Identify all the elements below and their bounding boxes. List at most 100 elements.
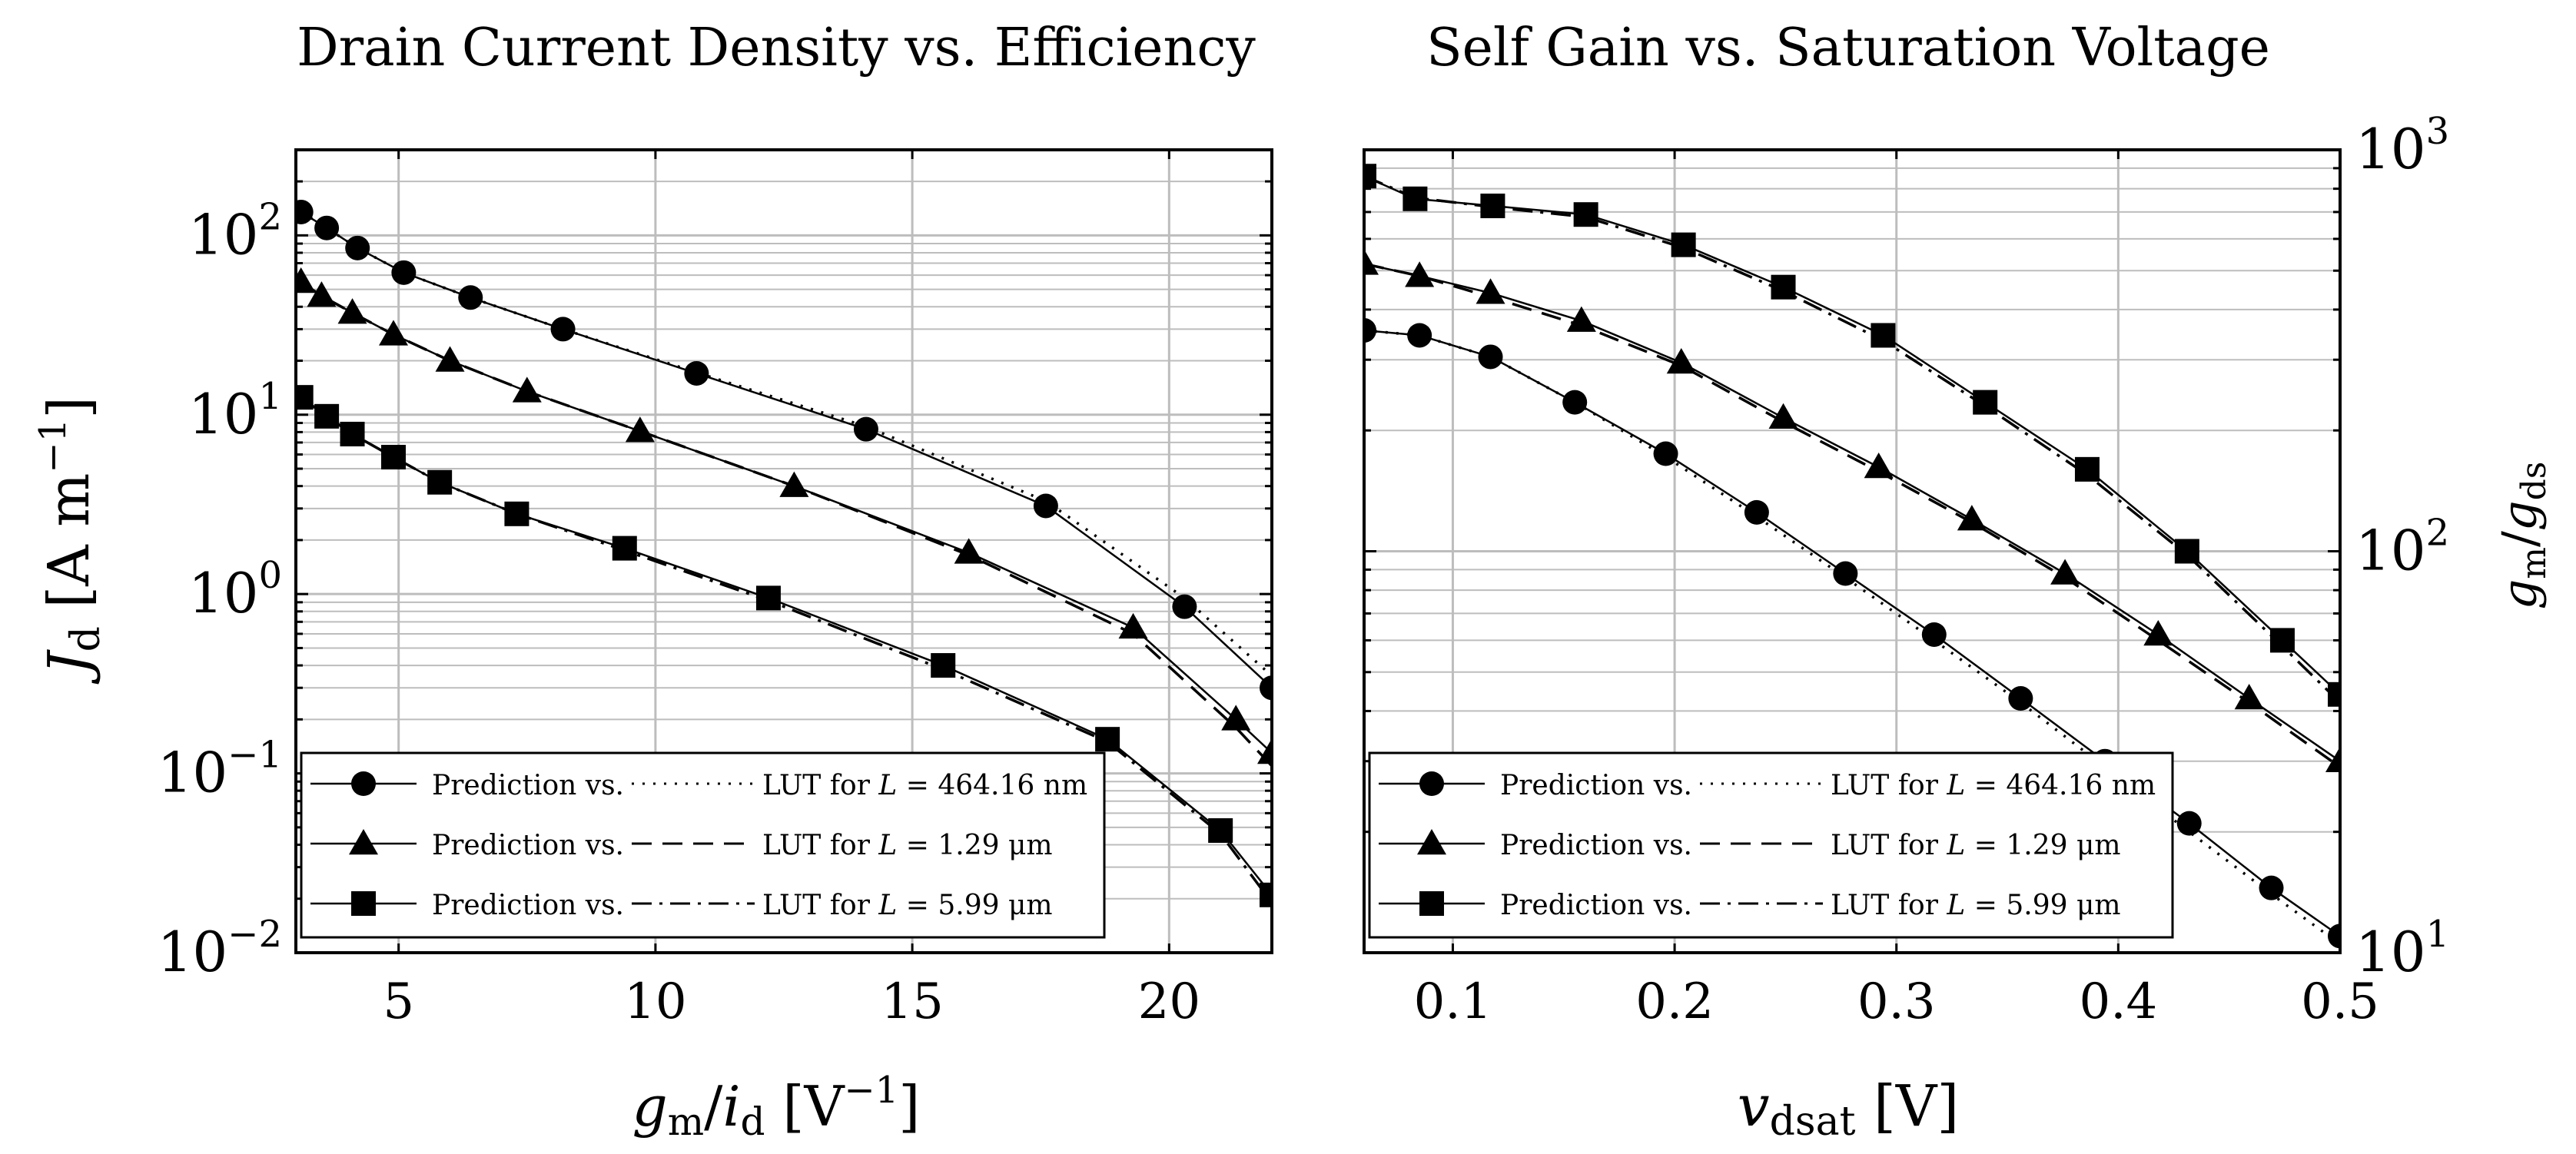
- left-y-axis-label: Jd [A m−1]: [32, 396, 109, 685]
- legend-row: Prediction vs. LUT for L = 5.99 μm: [310, 890, 1052, 921]
- legend-box: [1368, 751, 2174, 939]
- data-point-circle: [2259, 875, 2284, 900]
- legend-row: Prediction vs. LUT for L = 1.29 μm: [1379, 829, 2120, 861]
- data-point-triangle: [1566, 306, 1596, 332]
- data-point-circle: [550, 317, 576, 342]
- legend-row: Prediction vs. LUT for L = 464.16 nm: [310, 770, 1087, 801]
- legend-row: Prediction vs. LUT for L = 5.99 μm: [1379, 890, 2120, 921]
- data-point-square: [2269, 628, 2295, 653]
- data-point-circle: [391, 260, 417, 285]
- x-tick-label: 0.5: [2301, 973, 2379, 1030]
- data-point-triangle: [1768, 403, 1798, 429]
- data-point-square: [381, 444, 406, 469]
- x-tick-label: 20: [1138, 973, 1200, 1030]
- y-tick-label: 102: [188, 195, 282, 267]
- legend-row: Prediction vs. LUT for L = 464.16 nm: [1379, 770, 2156, 801]
- legend-lut-label: LUT for L = 464.16 nm: [762, 770, 1087, 801]
- legend-prediction-label: Prediction vs.: [1500, 890, 1692, 921]
- triangle-icon: [1417, 829, 1446, 855]
- data-point-circle: [1478, 344, 1503, 370]
- legend: Prediction vs. LUT for L = 464.16 nmPredi…: [300, 751, 1106, 939]
- legend-lut-label: LUT for L = 1.29 μm: [762, 830, 1052, 861]
- y-tick-label: 101: [2355, 913, 2449, 984]
- legend-lut-label: LUT for L = 5.99 μm: [1831, 890, 2120, 921]
- left-x-axis-label: gm/id [V−1]: [632, 1069, 921, 1144]
- data-point-triangle: [435, 346, 465, 372]
- legend: Prediction vs. LUT for L = 464.16 nmPredi…: [1368, 751, 2174, 939]
- data-point-square: [1573, 202, 1598, 227]
- data-point-circle: [1921, 622, 1947, 647]
- x-tick-label: 0.2: [1635, 973, 1714, 1030]
- data-point-square: [1095, 727, 1120, 752]
- data-point-square: [1208, 817, 1233, 843]
- x-tick-label: 15: [881, 973, 943, 1030]
- data-point-square: [504, 501, 529, 526]
- data-point-square: [2328, 681, 2340, 707]
- legend-prediction-label: Prediction vs.: [432, 890, 624, 921]
- legend-prediction-label: Prediction vs.: [432, 770, 624, 801]
- plot-frame: [294, 148, 1273, 954]
- data-point-triangle: [779, 471, 809, 497]
- series-group: [296, 199, 1272, 907]
- data-point-square: [1480, 193, 1505, 218]
- right-x-axis-label: vdsat [V]: [1738, 1073, 1959, 1145]
- data-point-square: [2174, 539, 2199, 564]
- data-point-triangle: [2143, 619, 2173, 646]
- data-point-square: [2074, 456, 2100, 482]
- data-point-circle: [345, 235, 370, 260]
- triangle-icon: [349, 829, 378, 855]
- data-point-square: [931, 653, 956, 678]
- left-plot-area: 5 10 15 20 10−2 10−1 100 101 102 Prediction vs. LU…: [158, 148, 1273, 1030]
- data-point-triangle: [954, 538, 984, 564]
- data-point-triangle: [379, 320, 408, 346]
- data-point-square: [612, 536, 637, 561]
- data-point-circle: [1833, 561, 1858, 586]
- data-point-triangle: [1405, 261, 1435, 287]
- x-tick-label: 0.3: [1857, 973, 1936, 1030]
- legend-prediction-label: Prediction vs.: [1500, 770, 1692, 801]
- legend-prediction-label: Prediction vs.: [432, 830, 624, 861]
- square-icon: [351, 891, 376, 916]
- svg-text:Jd [A m−1]: Jd [A m−1]: [32, 396, 109, 685]
- data-point-triangle: [2050, 559, 2080, 585]
- data-point-triangle: [512, 376, 542, 403]
- square-icon: [1419, 891, 1444, 916]
- y-tick-label: 101: [188, 375, 282, 446]
- data-point-circle: [1653, 441, 1678, 466]
- circle-icon: [351, 771, 376, 796]
- data-point-circle: [1407, 323, 1432, 348]
- data-point-triangle: [1666, 348, 1696, 374]
- x-tick-label: 5: [383, 973, 414, 1030]
- data-point-square: [1871, 323, 1896, 348]
- data-point-circle: [2176, 811, 2202, 836]
- data-point-triangle: [1957, 505, 1987, 531]
- lut-line-triangle: [1364, 262, 2340, 768]
- data-point-circle: [2008, 686, 2033, 711]
- data-point-triangle: [625, 416, 655, 443]
- y-tick-label: 10−2: [158, 913, 282, 984]
- data-point-square: [1260, 882, 1272, 907]
- data-point-circle: [1172, 594, 1197, 619]
- prediction-line-square: [1364, 175, 2340, 695]
- data-point-circle: [853, 416, 878, 442]
- data-point-square: [755, 585, 781, 611]
- data-point-triangle: [1118, 612, 1148, 639]
- data-point-triangle: [1864, 453, 1894, 479]
- data-point-triangle: [2234, 684, 2264, 710]
- data-point-square: [340, 421, 365, 446]
- x-tick-label: 0.4: [2079, 973, 2157, 1030]
- data-point-circle: [314, 215, 340, 240]
- data-point-circle: [1033, 493, 1058, 519]
- right-chart-title: Self Gain vs. Saturation Voltage: [1426, 18, 2270, 78]
- data-point-square: [1771, 274, 1796, 300]
- data-point-circle: [458, 285, 483, 310]
- data-point-circle: [1744, 499, 1769, 525]
- data-point-square: [1973, 390, 1998, 415]
- data-point-square: [427, 469, 453, 495]
- data-point-square: [1403, 186, 1428, 211]
- legend-lut-label: LUT for L = 464.16 nm: [1831, 770, 2156, 801]
- y-tick-label: 102: [2355, 512, 2449, 583]
- data-point-circle: [1364, 318, 1376, 343]
